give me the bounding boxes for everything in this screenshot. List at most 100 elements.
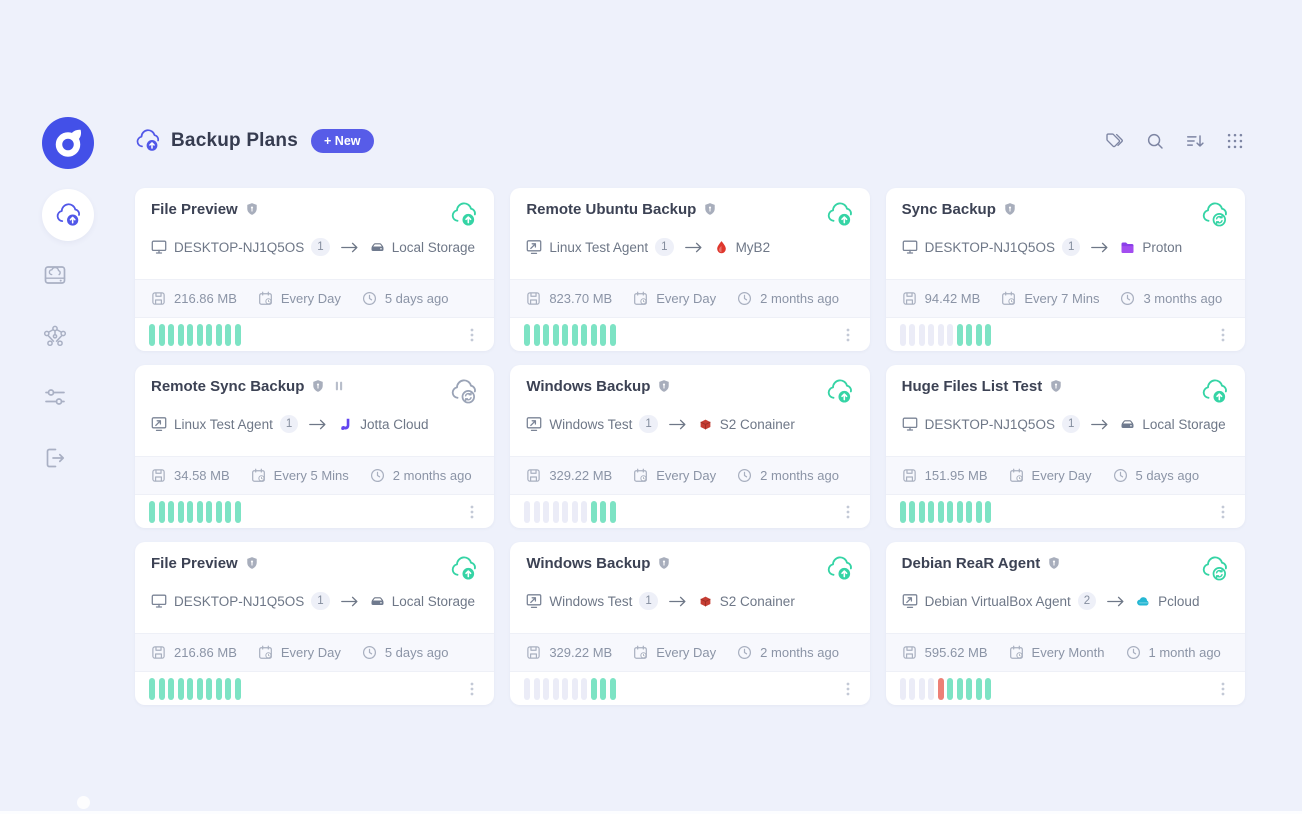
plan-size: 216.86 MB	[174, 291, 237, 306]
backup-plan-card[interactable]: Debian ReaR Agent Debian VirtualBox Agen…	[885, 542, 1245, 705]
dots-menu-icon[interactable]	[840, 327, 856, 343]
backup-plan-card[interactable]: File Preview DESKTOP-NJ1Q5OS 1 Local Sto…	[135, 188, 495, 351]
shield-icon	[311, 379, 325, 393]
history-bar-empty	[581, 677, 588, 700]
history-bar-empty	[552, 677, 559, 700]
history-bar-ok	[609, 323, 616, 346]
plan-title: File Preview	[151, 555, 238, 572]
shield-icon	[703, 202, 717, 216]
history-bar-ok	[600, 323, 607, 346]
sidebar-item-storage-drive[interactable]	[42, 262, 68, 288]
desktop-icon	[151, 239, 167, 255]
plan-last-run: 1 month ago	[1148, 645, 1221, 660]
jotta-icon	[338, 417, 353, 432]
sidebar-item-logout[interactable]	[42, 445, 68, 471]
clock-icon	[737, 645, 752, 660]
history-bar-ok	[947, 500, 954, 523]
sidebar-item-network-nodes[interactable]	[42, 323, 68, 349]
history-bar-empty	[562, 677, 569, 700]
arrow-right-icon	[668, 594, 688, 609]
dots-menu-icon[interactable]	[464, 327, 480, 343]
plan-title-flags	[238, 555, 259, 570]
dots-menu-icon[interactable]	[840, 504, 856, 520]
history-bar-ok	[928, 500, 935, 523]
source-name: DESKTOP-NJ1Q5OS	[174, 239, 305, 255]
plan-title: Debian ReaR Agent	[901, 555, 1041, 572]
plan-stats-row: 329.22 MB Every Day 2 months ago	[510, 633, 870, 672]
source-name: DESKTOP-NJ1Q5OS	[174, 593, 305, 609]
remote-agent-icon	[526, 416, 542, 432]
history-bar-empty	[928, 677, 935, 700]
app-logo[interactable]	[42, 117, 94, 169]
arrow-right-icon	[308, 417, 328, 432]
source-count-badge: 1	[311, 238, 330, 256]
dots-menu-icon[interactable]	[1215, 504, 1231, 520]
destination-name: Pcloud	[1158, 593, 1200, 609]
plan-size: 823.70 MB	[549, 291, 613, 306]
history-bar-ok	[196, 500, 203, 523]
history-bar-ok	[149, 500, 155, 523]
plan-last-run-stat: 2 months ago	[737, 468, 839, 483]
calendar-clock-icon	[633, 468, 648, 483]
card-bottom	[135, 318, 494, 351]
history-bar-ok	[590, 677, 597, 700]
plan-size-stat: 329.22 MB	[526, 468, 612, 483]
plan-last-run-stat: 5 days ago	[1113, 468, 1199, 483]
history-bar-ok	[552, 323, 559, 346]
history-bar-ok	[149, 323, 155, 346]
tags-button[interactable]	[1105, 131, 1125, 151]
source-destination-row: Linux Test Agent 1 MyB2	[526, 238, 853, 256]
history-bar-ok	[918, 500, 925, 523]
history-bar-empty	[909, 323, 916, 346]
history-bar-empty	[533, 500, 540, 523]
dots-menu-icon[interactable]	[1215, 327, 1231, 343]
source-destination-row: Windows Test 1 S2 Conainer	[526, 415, 853, 433]
backup-plan-card[interactable]: Huge Files List Test DESKTOP-NJ1Q5OS 1 L…	[885, 365, 1245, 528]
arrow-right-icon	[668, 417, 688, 432]
history-bar-ok	[149, 677, 155, 700]
plan-last-run: 5 days ago	[384, 291, 449, 306]
plan-size: 216.86 MB	[174, 645, 237, 660]
history-bar-ok	[985, 323, 992, 346]
shield-icon	[1047, 556, 1061, 570]
source-count-badge: 1	[639, 415, 658, 433]
dots-menu-icon[interactable]	[840, 681, 856, 697]
history-bar-empty	[571, 677, 578, 700]
plan-size: 595.62 MB	[924, 645, 988, 660]
card-top: Remote Sync Backup Linux Test Agent 1 Jo…	[135, 365, 494, 456]
card-bottom	[135, 672, 494, 705]
grid-menu-button[interactable]	[1225, 131, 1245, 151]
sidebar-item-settings-sliders[interactable]	[42, 384, 68, 410]
new-plan-button[interactable]: + New	[311, 128, 374, 153]
cloud-upload-icon	[55, 202, 82, 229]
search-button[interactable]	[1145, 131, 1165, 151]
history-bar-ok	[562, 323, 569, 346]
dots-menu-icon[interactable]	[464, 504, 480, 520]
history-bar-ok	[187, 500, 193, 523]
save-icon	[526, 291, 541, 306]
sidebar-item-cloud-upload[interactable]	[42, 189, 94, 241]
backup-plan-card[interactable]: Windows Backup Windows Test 1 S2 Conaine…	[510, 542, 870, 705]
history-bar-ok	[966, 323, 973, 346]
history-bar-ok	[234, 677, 241, 700]
dots-menu-icon[interactable]	[464, 681, 480, 697]
plan-size: 329.22 MB	[549, 468, 613, 483]
history-bars	[149, 677, 241, 700]
destination-name: Local Storage	[1142, 416, 1226, 432]
remote-agent-icon	[526, 593, 542, 609]
history-bar-empty	[581, 500, 588, 523]
backup-plan-card[interactable]: Windows Backup Windows Test 1 S2 Conaine…	[510, 365, 870, 528]
sort-button[interactable]	[1185, 131, 1205, 151]
card-title-row: Remote Sync Backup	[151, 378, 478, 406]
dots-menu-icon[interactable]	[1215, 681, 1231, 697]
history-bar-ok	[234, 323, 241, 346]
cloud-sync-icon	[450, 378, 478, 406]
backup-plan-card[interactable]: File Preview DESKTOP-NJ1Q5OS 1 Local Sto…	[135, 542, 495, 705]
flame-icon	[714, 240, 729, 255]
plan-last-run: 2 months ago	[760, 291, 839, 306]
plan-title-flags	[1042, 378, 1063, 393]
backup-plan-card[interactable]: Remote Sync Backup Linux Test Agent 1 Jo…	[135, 365, 495, 528]
backup-plan-card[interactable]: Remote Ubuntu Backup Linux Test Agent 1 …	[510, 188, 870, 351]
drive-icon	[370, 240, 385, 255]
backup-plan-card[interactable]: Sync Backup DESKTOP-NJ1Q5OS 1 Proton 94.…	[885, 188, 1245, 351]
